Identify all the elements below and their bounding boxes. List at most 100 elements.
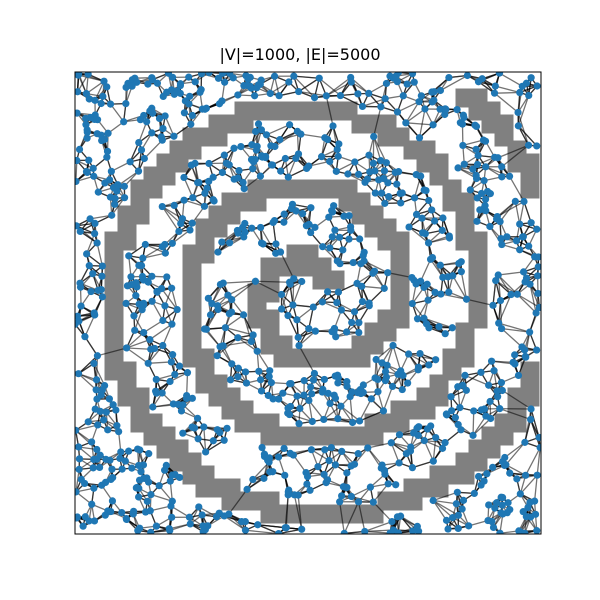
- graph-edge: [494, 92, 519, 113]
- graph-edge: [142, 246, 163, 259]
- obstacle-cell: [455, 88, 475, 108]
- graph-edge: [257, 524, 287, 529]
- graph-edge: [373, 106, 382, 137]
- graph-edge: [452, 275, 468, 300]
- graph-edge: [408, 353, 430, 366]
- graph-edge: [126, 338, 151, 349]
- graph-edge: [524, 419, 532, 443]
- graph-edge: [433, 499, 457, 505]
- graph-edge: [499, 200, 516, 222]
- graph-edge: [423, 440, 434, 462]
- graph-edge: [95, 355, 99, 380]
- graph-edge: [466, 298, 494, 306]
- graph-edge: [97, 347, 127, 357]
- graph-edge: [143, 139, 163, 159]
- graph-edge: [472, 418, 492, 436]
- graph-edge: [504, 441, 526, 459]
- graph-edge: [134, 309, 143, 331]
- graph-edge: [382, 386, 394, 412]
- graph-edge: [227, 280, 256, 296]
- graph-edge: [138, 121, 148, 143]
- graph-edge: [225, 327, 254, 336]
- graph-edge: [494, 91, 520, 94]
- graph-edge: [339, 501, 345, 534]
- graph-edge: [492, 280, 497, 306]
- graph-edge: [412, 460, 434, 469]
- graph-edge: [497, 144, 529, 159]
- graph-edge: [111, 197, 126, 216]
- graph-edge: [498, 271, 524, 276]
- graph-edge: [530, 408, 540, 438]
- graph-edge: [117, 170, 139, 186]
- chart-title: |V|=1000, |E|=5000: [219, 45, 381, 64]
- graph-edge: [78, 373, 105, 387]
- graph-edge: [183, 177, 194, 198]
- graph-edge: [497, 274, 512, 295]
- graph-edge: [75, 429, 98, 450]
- graph-edge: [323, 405, 342, 420]
- graph-edge: [517, 125, 538, 147]
- graph-edge: [361, 285, 385, 290]
- graph-edge: [308, 400, 325, 420]
- graph-edge: [408, 353, 436, 361]
- graph-edge: [142, 252, 166, 259]
- graph-edge: [170, 288, 178, 310]
- graph-edge: [387, 272, 413, 279]
- graph-edge: [367, 442, 392, 449]
- graph-edge: [432, 500, 454, 519]
- spiral-obstacle: [104, 88, 540, 524]
- graph-edge: [96, 242, 104, 267]
- graph-edge: [78, 373, 97, 391]
- graph-edge: [372, 483, 389, 503]
- graph-edge: [274, 130, 298, 148]
- graph-edge: [523, 201, 532, 223]
- graph-edge: [472, 415, 487, 436]
- graph-edge: [126, 347, 151, 350]
- graph-edge: [228, 488, 248, 515]
- graph-edge: [397, 101, 420, 113]
- graph-edge: [255, 280, 282, 296]
- graph-edge: [89, 214, 112, 220]
- graph-edge: [225, 314, 244, 329]
- graph-edge: [78, 74, 105, 82]
- graph-edge: [223, 515, 246, 531]
- graph-edge: [300, 133, 325, 139]
- graph-edge: [293, 75, 320, 79]
- graph-edge: [340, 405, 361, 422]
- graph-edge: [242, 314, 254, 336]
- graph-edge: [84, 314, 96, 337]
- graph-edge: [110, 103, 125, 123]
- graph-edge: [340, 94, 363, 107]
- graph-edge: [75, 424, 98, 432]
- graph-edge: [256, 123, 260, 147]
- graph-edge: [161, 206, 180, 232]
- graph-edge: [519, 474, 538, 495]
- graph-edge: [501, 144, 529, 168]
- graph-edge: [420, 259, 432, 282]
- graph-edge: [423, 317, 453, 329]
- graph-edge: [256, 350, 271, 372]
- graph-edge: [86, 233, 96, 255]
- graph-edge: [497, 274, 518, 295]
- graph-edge: [151, 300, 164, 321]
- obstacle-cell: [520, 361, 540, 381]
- graph-edge: [161, 206, 183, 220]
- graph-edge: [280, 283, 291, 310]
- graph-edge: [516, 293, 537, 314]
- graph-edge: [357, 501, 366, 532]
- graph-edge: [148, 361, 172, 364]
- graph-edge: [440, 74, 468, 92]
- graph-edge: [279, 133, 302, 141]
- graph-edge: [84, 336, 98, 357]
- graph-edge: [221, 236, 244, 243]
- graph-edge: [517, 95, 530, 127]
- graph-edge: [517, 125, 530, 146]
- graph-edge: [519, 201, 525, 225]
- graph-edge: [364, 521, 393, 533]
- graph-edge: [75, 469, 80, 492]
- graph-edge: [375, 344, 394, 361]
- graph-edge: [472, 410, 475, 436]
- graph-edge: [464, 374, 489, 386]
- graph-edge: [126, 332, 145, 349]
- graph-edge: [516, 293, 540, 308]
